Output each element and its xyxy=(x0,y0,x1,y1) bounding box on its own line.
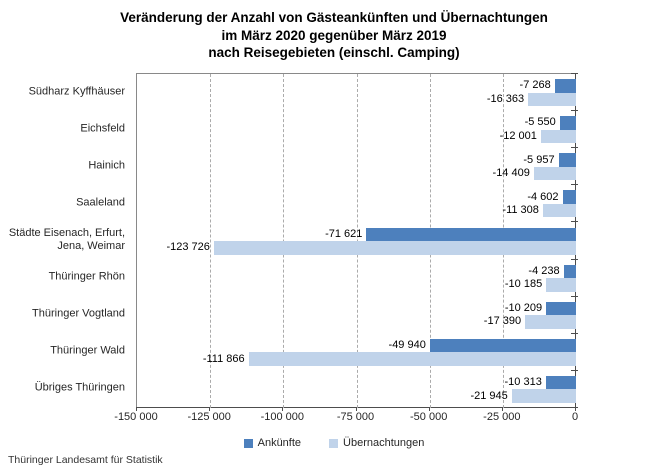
legend-label: Ankünfte xyxy=(257,437,302,449)
x-tick-label: -50 000 xyxy=(410,411,448,423)
x-tick-label: -75 000 xyxy=(336,411,375,423)
x-tick-mark xyxy=(355,407,357,411)
legend-item-ankünfte: Ankünfte xyxy=(243,437,302,449)
category-label: Übriges Thüringen xyxy=(34,381,125,394)
legend-label: Übernachtungen xyxy=(343,437,425,449)
category-tick-mark xyxy=(571,184,578,185)
value-label: -111 866 xyxy=(202,352,245,365)
plot-area: -7 268 -5 550 -5 957 -4 602 -71 621 -4 238 -10… xyxy=(136,73,576,408)
category-tick-mark xyxy=(571,296,578,297)
legend-swatch xyxy=(329,438,339,448)
x-tick-label: -100 000 xyxy=(260,411,305,423)
value-label: -11 308 xyxy=(502,204,539,217)
category-tick-mark xyxy=(571,407,578,408)
value-label: -16 363 xyxy=(486,92,525,105)
bar-übernachtungen xyxy=(248,352,576,366)
value-label: -10 209 xyxy=(504,301,543,314)
bar-ankünfte xyxy=(429,338,576,353)
x-tick-label: -25 000 xyxy=(483,411,521,423)
chart-title-line2: im März 2020 gegenüber März 2019 xyxy=(221,27,447,43)
value-label: -10 313 xyxy=(504,376,542,389)
legend-swatch xyxy=(243,438,253,448)
x-tick-mark xyxy=(575,407,576,411)
x-tick-label: 0 xyxy=(571,411,579,423)
x-tick-mark xyxy=(209,407,211,411)
value-axis-labels: -150 000 -125 000 -100 000 -75 000 -50 000 -2… xyxy=(114,411,579,425)
value-label: -5 550 xyxy=(524,116,556,129)
bar-ankünfte xyxy=(546,301,576,316)
bar-übernachtungen xyxy=(546,278,576,292)
category-tick-mark xyxy=(571,221,578,222)
category-label: Hainich xyxy=(88,159,125,172)
category-tick-mark xyxy=(571,73,578,74)
category-label: Thüringer Rhön xyxy=(48,270,125,283)
value-label: -21 945 xyxy=(470,389,508,402)
value-label: -4 602 xyxy=(527,190,559,203)
chart-title: Veränderung der Anzahl von Gästeankünfte… xyxy=(0,9,668,62)
value-label: -123 726 xyxy=(166,241,210,254)
bar-übernachtungen xyxy=(213,241,576,255)
bar-übernachtungen xyxy=(511,389,576,403)
category-label: Eichsfeld xyxy=(80,122,125,135)
category-label: Südharz Kyffhäuser xyxy=(28,85,125,98)
category-label: Thüringer Vogtland xyxy=(32,307,125,320)
value-label: -5 957 xyxy=(523,153,555,166)
chart-title-line1: Veränderung der Anzahl von Gästeankünfte… xyxy=(120,10,548,25)
value-label: -7 268 xyxy=(519,79,551,92)
x-tick-mark xyxy=(136,407,137,411)
value-label: -14 409 xyxy=(492,167,530,180)
bar-ankünfte xyxy=(558,153,576,167)
bar-ankünfte xyxy=(559,116,576,130)
legend: Ankünfte Übernachtungen xyxy=(0,436,668,450)
category-label: Thüringer Wald xyxy=(50,344,125,357)
value-label: -12 001 xyxy=(499,129,537,142)
category-label: Saaleland xyxy=(76,196,125,209)
x-tick-mark xyxy=(501,407,503,411)
source-note: Thüringer Landesamt für Statistik xyxy=(8,454,163,466)
x-tick-label: -150 000 xyxy=(114,411,158,423)
bar-ankünfte xyxy=(554,79,576,93)
x-tick-mark xyxy=(282,407,284,411)
bar-übernachtungen xyxy=(525,315,576,329)
value-label: -10 185 xyxy=(504,278,543,291)
category-tick-mark xyxy=(571,370,578,371)
bar-ankünfte xyxy=(366,227,576,241)
gridline xyxy=(210,74,212,408)
category-label: Städte Eisenach, Erfurt, Jena, Weimar xyxy=(8,227,125,252)
value-label: -4 238 xyxy=(528,264,560,277)
category-tick-mark xyxy=(571,110,578,111)
value-label: -49 940 xyxy=(388,339,426,352)
category-tick-mark xyxy=(571,333,578,334)
bar-übernachtungen xyxy=(542,203,576,218)
x-tick-label: -125 000 xyxy=(187,411,231,423)
bar-übernachtungen xyxy=(540,129,576,144)
bar-ankünfte xyxy=(563,264,576,279)
bar-übernachtungen xyxy=(528,92,576,107)
bar-übernachtungen xyxy=(533,166,576,181)
value-label: -17 390 xyxy=(483,315,522,328)
legend-item-übernachtungen: Übernachtungen xyxy=(329,437,424,449)
bar-ankünfte xyxy=(545,375,576,390)
category-tick-mark xyxy=(571,259,578,260)
x-tick-mark xyxy=(428,407,430,411)
category-axis-labels: Südharz Kyffhäuser Eichsfeld Hainich Saalel… xyxy=(0,73,130,407)
value-label: -71 621 xyxy=(325,227,363,240)
category-tick-mark xyxy=(571,147,578,148)
bar-ankünfte xyxy=(562,190,576,204)
chart-title-line3: nach Reisegebieten (einschl. Camping) xyxy=(208,45,460,60)
